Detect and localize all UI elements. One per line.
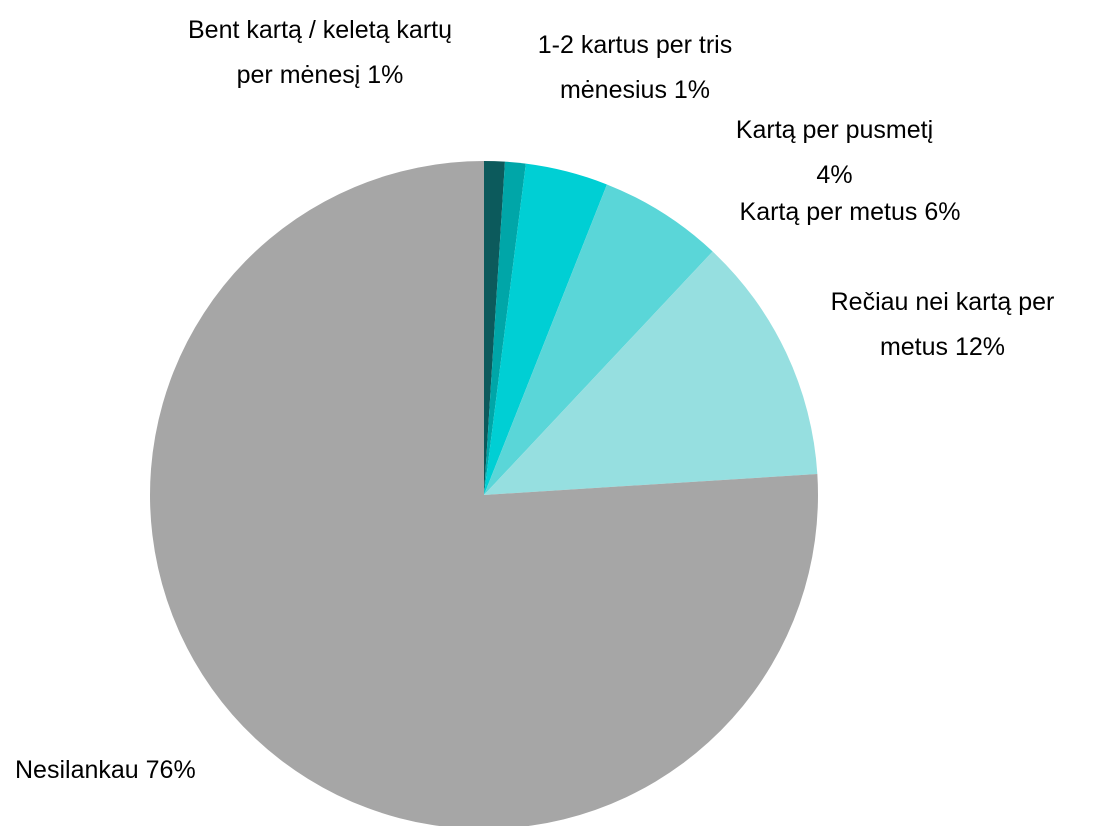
category-label: Kartą per metus [739, 198, 918, 226]
slice-label: Bent kartą / keletą kartų per mėnesį 1% [175, 8, 465, 98]
value-label: 1% [673, 76, 711, 104]
slice-label: Rečiau nei kartą per metus 12% [800, 280, 1085, 370]
category-label: 1-2 kartus per tris mėnesius [537, 31, 733, 104]
pie-slice [484, 251, 818, 495]
category-label: Nesilankau [15, 756, 139, 784]
slice-label: 1-2 kartus per tris mėnesius 1% [495, 23, 775, 113]
pie-slice [484, 161, 526, 496]
value-label: 4% [816, 161, 853, 189]
value-label: 6% [924, 198, 961, 226]
category-label: Rečiau nei kartą per metus [830, 288, 1055, 361]
slice-label: Nesilankau 76% [15, 748, 275, 793]
pie-slice [150, 161, 818, 826]
value-label: 76% [145, 756, 196, 784]
slice-label: Kartą per pusmetį 4% [722, 108, 947, 198]
category-label: Kartą per pusmetį [735, 116, 934, 144]
value-label: 12% [955, 333, 1006, 361]
category-label: Bent kartą / keletą kartų per mėnesį [187, 16, 453, 89]
pie-slice [484, 184, 713, 495]
pie-slice [484, 163, 607, 496]
slice-label: Kartą per metus 6% [700, 190, 1000, 235]
pie-slice [484, 161, 505, 495]
value-label: 1% [367, 61, 404, 89]
